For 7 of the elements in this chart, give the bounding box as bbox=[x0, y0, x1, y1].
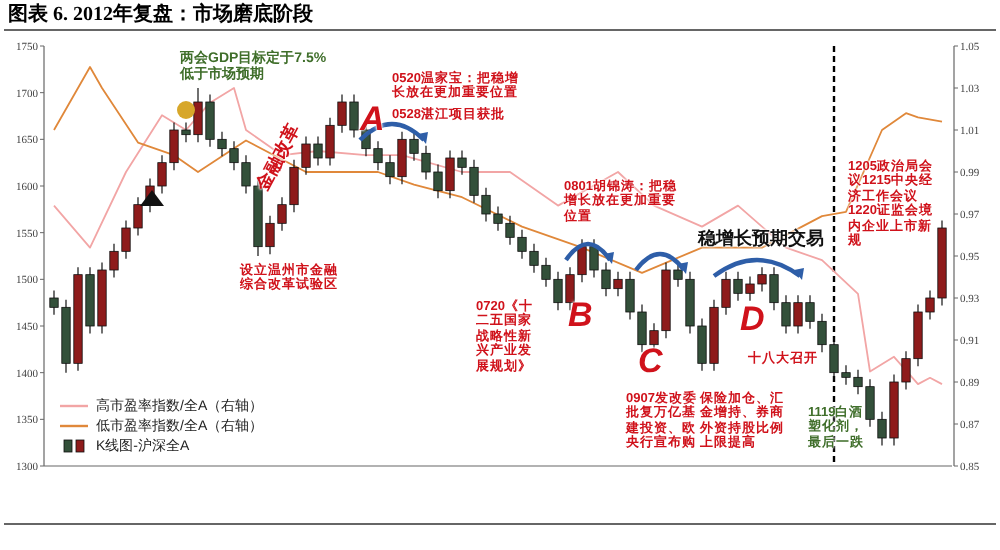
annotation: C bbox=[638, 342, 663, 382]
annotation: D bbox=[740, 300, 765, 340]
line-series bbox=[53, 87, 943, 385]
annotation: 金融改革 bbox=[252, 120, 305, 194]
annotation: A bbox=[360, 100, 385, 140]
chart-title: 图表 6. 2012年复盘：市场磨底阶段 bbox=[8, 4, 313, 27]
annotation: B bbox=[568, 296, 593, 336]
